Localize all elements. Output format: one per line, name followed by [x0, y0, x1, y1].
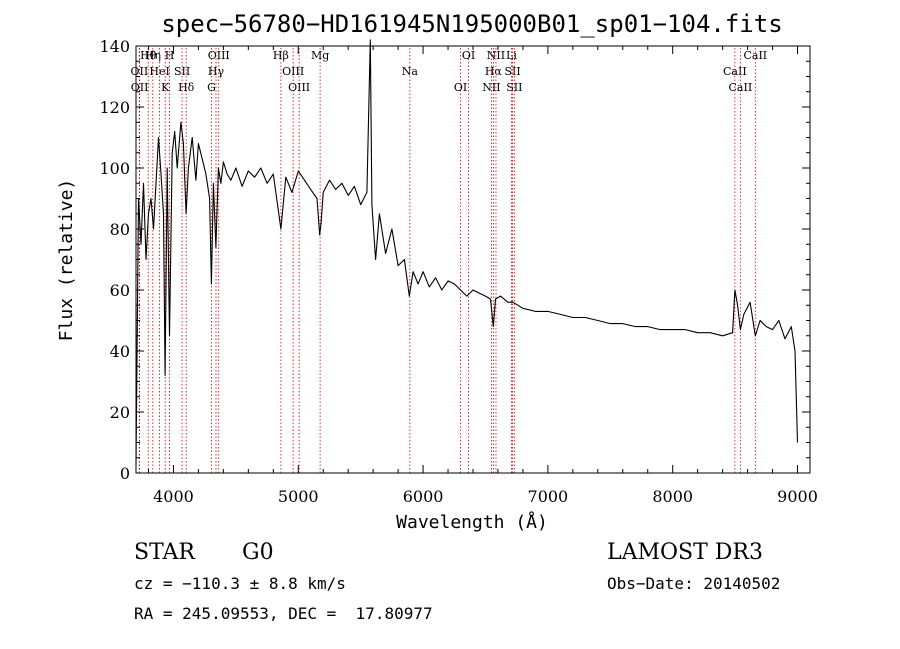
x-tick-label: 4000 — [153, 487, 194, 506]
y-axis-label: Flux (relative) — [56, 179, 77, 342]
x-tick-label: 7000 — [528, 487, 569, 506]
object-class: STAR — [134, 540, 195, 565]
line-marker-label: CaII — [743, 49, 767, 62]
line-marker-label: OIII — [288, 81, 310, 94]
axis-layer: 4000 5000 6000 7000 8000 9000 0 20 40 60 80 100 120 1… — [99, 37, 817, 506]
y-tick-label: 0 — [120, 464, 130, 483]
survey-name: LAMOST DR3 — [607, 540, 763, 565]
y-tick-label: 20 — [110, 403, 130, 422]
line-marker-label: Hη — [145, 49, 161, 62]
line-marker-label: Mg — [311, 49, 329, 62]
line-marker-label: Hδ — [178, 81, 195, 94]
redshift-readout: cz = −110.3 ± 8.8 km/s — [134, 574, 346, 593]
line-marker-label: NII — [487, 49, 505, 62]
line-marker-label: OII — [131, 81, 149, 94]
line-marker-label: CaII — [729, 81, 753, 94]
obs-date: Obs−Date: 20140502 — [607, 574, 781, 593]
line-marker-label: Hγ — [208, 65, 225, 78]
spectrum-line — [135, 39, 799, 464]
line-marker-label: OI — [454, 81, 467, 94]
y-tick-label: 40 — [110, 342, 130, 361]
spectrum-layer — [135, 39, 799, 464]
line-marker-label: OI — [462, 49, 475, 62]
line-marker-label: G — [207, 81, 216, 94]
plot-frame — [135, 45, 811, 474]
line-marker-label: OII — [131, 65, 149, 78]
line-marker-label: H — [165, 49, 175, 62]
line-marker-label: Hβ — [273, 49, 289, 62]
line-marker-label: SII — [174, 65, 190, 78]
x-tick-label: 6000 — [403, 487, 444, 506]
x-tick-label: 5000 — [278, 487, 319, 506]
line-marker-label: Li — [506, 49, 517, 62]
chart-title: spec−56780−HD161945N195000B01_sp01−104.f… — [161, 10, 782, 38]
y-tick-label: 60 — [110, 281, 130, 300]
line-marker-layer: HθOIIOIIHηHeIKHSIIHδOIIIHγGHβOIIIOIIIMgN… — [131, 48, 767, 473]
line-marker-label: K — [161, 81, 170, 94]
line-marker-label: OIII — [208, 49, 230, 62]
line-marker-label: Hα — [485, 65, 503, 78]
line-marker-label: CaII — [723, 65, 747, 78]
y-tick-label: 120 — [99, 98, 130, 117]
line-marker-label: Na — [402, 65, 419, 78]
line-marker-label: SII — [506, 81, 522, 94]
line-marker-label: NII — [482, 81, 500, 94]
x-axis-label: Wavelength (Å) — [396, 511, 548, 533]
x-tick-label: 9000 — [777, 487, 818, 506]
line-marker-label: HeI — [149, 65, 169, 78]
y-tick-label: 80 — [110, 220, 130, 239]
line-marker-label: OIII — [282, 65, 304, 78]
y-tick-label: 100 — [99, 159, 130, 178]
x-tick-label: 8000 — [652, 487, 693, 506]
line-marker-label: SII — [504, 65, 520, 78]
subclass: G0 — [242, 540, 274, 565]
coordinates-readout: RA = 245.09553, DEC = 17.80977 — [134, 604, 433, 623]
y-tick-label: 140 — [99, 37, 130, 56]
